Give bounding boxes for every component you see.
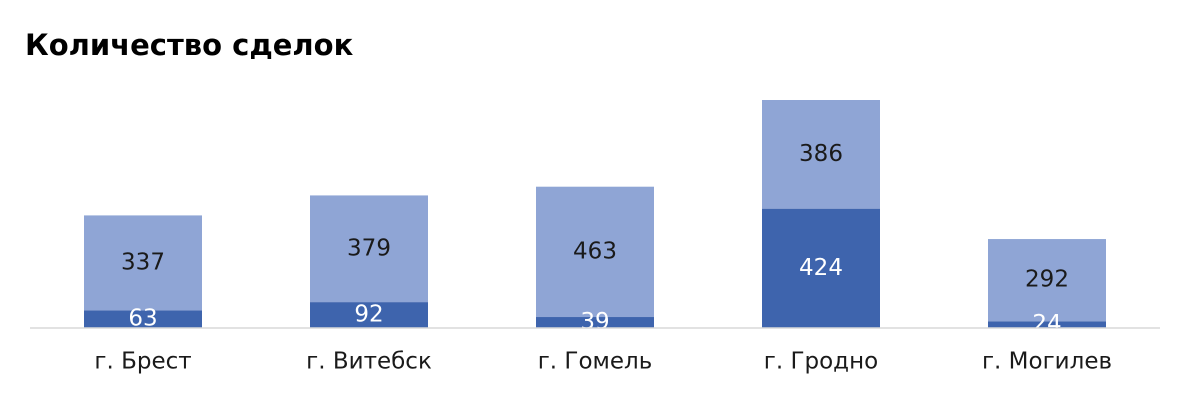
value-label: 424 bbox=[799, 255, 843, 281]
x-tick-label: г. Витебск bbox=[306, 349, 432, 375]
value-label: 92 bbox=[354, 302, 383, 328]
bar-segment bbox=[84, 310, 202, 328]
bar-segment bbox=[762, 208, 880, 328]
value-label: 24 bbox=[1032, 311, 1061, 337]
bar-segment bbox=[84, 215, 202, 311]
bar-segment bbox=[988, 239, 1106, 322]
bar-segment bbox=[310, 195, 428, 303]
value-label: 337 bbox=[121, 249, 165, 275]
bar-segment bbox=[988, 321, 1106, 328]
value-label: 292 bbox=[1025, 267, 1069, 293]
chart-title: Количество сделок bbox=[25, 28, 354, 62]
x-tick-label: г. Брест bbox=[94, 349, 191, 375]
value-label: 39 bbox=[580, 309, 609, 335]
bar-segment bbox=[536, 317, 654, 328]
bar-segment bbox=[762, 100, 880, 209]
x-tick-label: г. Могилев bbox=[982, 349, 1112, 375]
x-tick-label: г. Гомель bbox=[538, 349, 653, 375]
value-label: 463 bbox=[573, 238, 617, 264]
bar-segment bbox=[310, 302, 428, 328]
bar-segment bbox=[536, 186, 654, 318]
value-label: 386 bbox=[799, 141, 843, 167]
x-tick-label: г. Гродно bbox=[764, 349, 878, 375]
value-label: 379 bbox=[347, 235, 391, 261]
